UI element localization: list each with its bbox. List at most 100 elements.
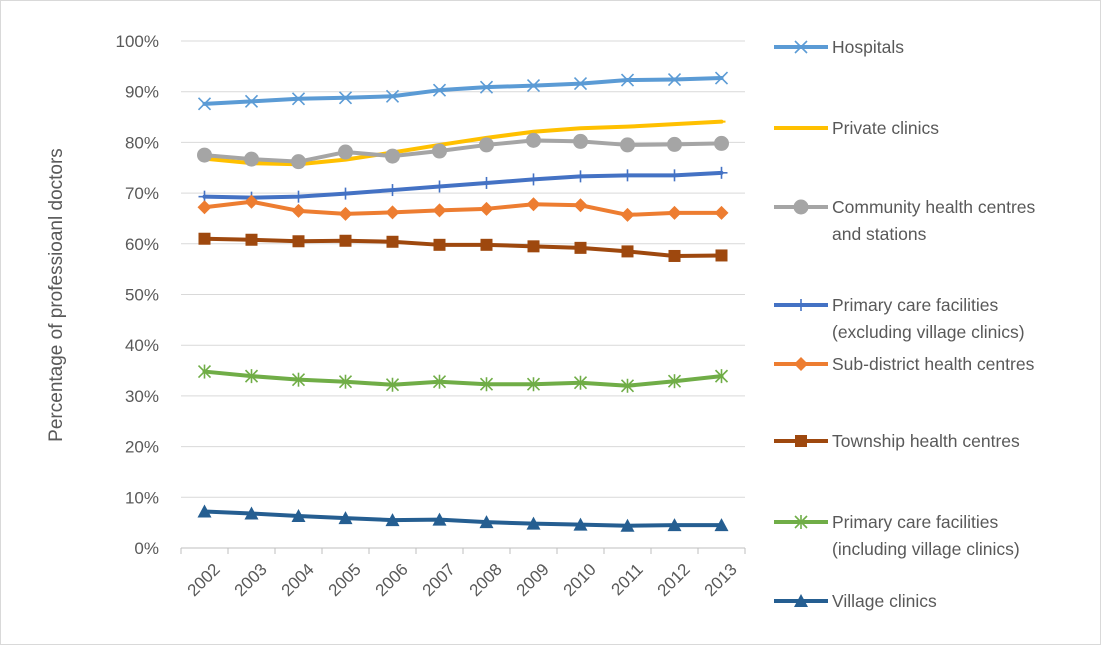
data-point [385,89,400,103]
data-point [667,136,682,152]
y-tick-label: 60% [125,235,159,254]
legend-item: Township health centres [774,431,1020,451]
data-point-stroke [620,73,635,87]
data-point-stroke [526,79,541,93]
data-point [385,148,400,164]
series-group [197,71,729,532]
legend-label: Primary care facilities [832,295,999,315]
data-point [620,207,635,222]
data-point [621,169,634,182]
y-tick-label: 30% [125,387,159,406]
series-line [202,369,724,388]
data-point [339,187,352,200]
y-tick-label: 100% [116,32,159,51]
data-point [573,517,588,531]
data-point [339,234,352,247]
x-tick-label: 2010 [560,560,600,600]
data-point-stroke [794,40,808,54]
x-tick-label: 2007 [419,560,459,600]
series-3 [198,166,728,204]
data-point [244,506,259,520]
y-tick-label: 10% [125,488,159,507]
data-point [197,97,212,111]
data-point [715,249,728,262]
legend-label: (including village clinics) [832,539,1020,559]
data-point [386,184,399,197]
data-point [385,377,400,392]
y-tick-label: 90% [125,83,159,102]
data-point [620,518,635,532]
data-point [526,197,541,212]
data-point [479,137,494,153]
data-point-stroke [197,97,212,111]
data-point [291,92,306,106]
data-point [291,154,306,170]
data-point [526,377,541,392]
data-point [667,374,682,389]
data-point [620,378,635,393]
legend-label: Private clinics [832,118,939,138]
series-7 [197,504,729,532]
legend-label: Primary care facilities [832,512,999,532]
series-2 [197,132,729,170]
data-point [479,377,494,392]
data-point-stroke [667,72,682,87]
legend-item: Community health centres and stations [774,197,1036,244]
data-point [338,374,353,389]
data-point [668,169,681,182]
data-point [714,369,729,384]
y-axis-title: Percentage of professioanl doctors [46,148,67,442]
data-point [527,240,540,253]
series-0 [197,71,729,111]
data-point [668,249,681,262]
x-tick-label: 2009 [513,560,553,600]
data-point [527,173,540,186]
data-point [573,133,588,149]
data-point [479,515,494,529]
data-point [338,144,353,160]
series-line [202,76,724,106]
series-line [202,170,724,200]
data-point [667,205,682,220]
data-point [244,151,259,167]
data-point [292,190,305,203]
data-point [795,435,807,447]
y-tick-label: 0% [134,539,159,558]
series-line [202,138,724,164]
data-point-stroke [714,71,729,85]
legend-label: (excluding village clinics) [832,322,1025,342]
data-point [197,147,212,163]
data-point [291,372,306,387]
data-point [197,200,212,215]
x-tick-label: 2013 [701,560,741,600]
data-point [432,203,447,218]
legend-label: and stations [832,224,927,244]
data-point [620,137,635,153]
gridlines [181,40,745,498]
legend-label: Village clinics [832,591,937,611]
data-point-stroke [291,92,306,106]
data-point [667,72,682,87]
legend-label: Sub-district health centres [832,354,1035,374]
x-tick-label: 2002 [184,560,224,600]
data-point [245,233,258,246]
data-point [432,143,447,159]
legend-label: Township health centres [832,431,1020,451]
data-point [432,83,447,97]
x-tick-label: 2003 [231,560,271,600]
data-point [714,518,729,532]
data-point [244,94,259,108]
legend-item: Hospitals [774,37,904,57]
data-point [479,201,494,216]
data-point [338,91,353,105]
data-point [526,132,541,148]
data-point [794,594,808,607]
legend-item: Private clinics [774,118,939,138]
data-point [621,245,634,258]
data-point [526,79,541,93]
data-point [794,40,808,54]
x-tick-label: 2008 [466,560,506,600]
series-line [202,199,724,217]
series-line [202,236,724,258]
